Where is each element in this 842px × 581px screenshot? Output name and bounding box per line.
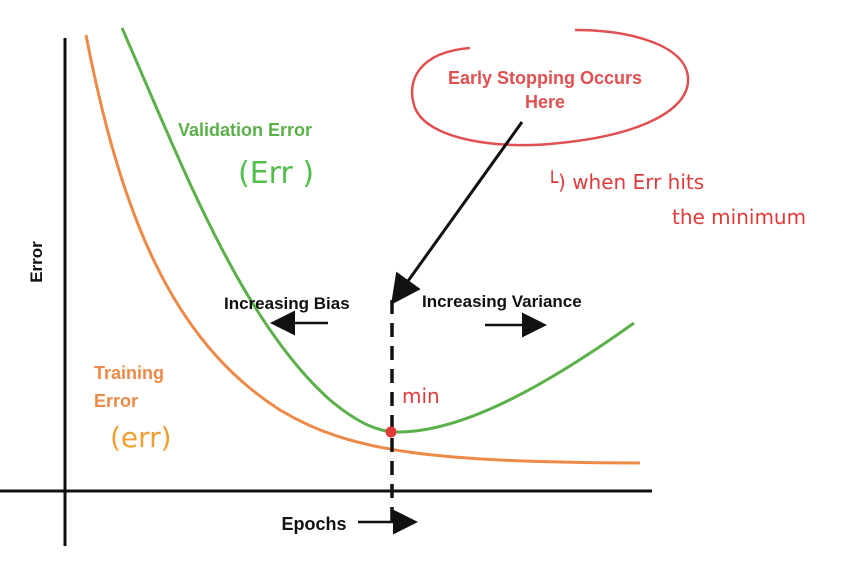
training-error-note: (err) bbox=[110, 421, 172, 454]
x-axis-label: Epochs bbox=[281, 514, 346, 534]
validation-error-curve bbox=[120, 27, 635, 434]
increasing-variance-label: Increasing Variance bbox=[422, 292, 582, 311]
callout-text-line2: Here bbox=[525, 92, 565, 112]
y-axis-label: Error bbox=[27, 241, 46, 283]
hint-line2: the minimum bbox=[672, 205, 806, 229]
min-point bbox=[385, 426, 397, 438]
training-error-label-line2: Error bbox=[94, 391, 138, 411]
callout-arrow bbox=[391, 121, 524, 305]
training-error-curve bbox=[84, 34, 641, 465]
hint-line1: └) when Err hits bbox=[546, 170, 704, 194]
validation-error-note: (Err ) bbox=[238, 156, 314, 191]
callout-text-line1: Early Stopping Occurs bbox=[448, 68, 642, 88]
callout-ellipse bbox=[410, 28, 690, 147]
min-label: min bbox=[402, 384, 440, 408]
training-error-label-line1: Training bbox=[94, 363, 164, 383]
increasing-bias-label: Increasing Bias bbox=[224, 294, 350, 313]
validation-error-label: Validation Error bbox=[178, 120, 312, 140]
